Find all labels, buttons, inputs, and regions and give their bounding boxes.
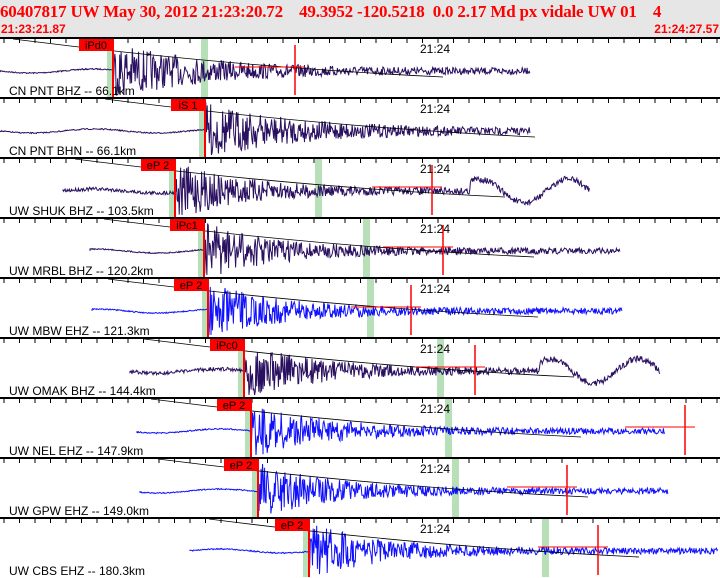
s-window	[452, 459, 459, 517]
waveform	[189, 525, 719, 575]
pick-flag[interactable]	[79, 39, 113, 51]
coda-decay-curve	[104, 98, 536, 138]
p-window	[238, 339, 245, 397]
station-label: UW CBS EHZ -- 180.3km	[9, 564, 145, 578]
minute-label: 21:24	[420, 282, 450, 296]
p-window	[107, 39, 114, 97]
pick-label: eP 2	[223, 400, 245, 412]
waveform	[91, 286, 623, 336]
waveform	[0, 48, 531, 96]
start-time: 21:23:21.87	[1, 22, 66, 36]
minute-label: 21:24	[420, 522, 450, 536]
coda-decay-curve	[208, 518, 640, 558]
trace-row[interactable]: eP 2 21:24 UW GPW EHZ -- 149.0km	[0, 457, 720, 518]
p-window	[202, 279, 209, 337]
waveform	[62, 166, 590, 216]
s-window	[363, 219, 370, 277]
pick-flag[interactable]	[224, 459, 258, 471]
coda-decay-curve	[143, 338, 575, 378]
waveform	[136, 408, 666, 456]
trace-row[interactable]: iPc1 21:24 UW MRBL BHZ -- 120.2km	[0, 217, 720, 278]
s-window	[542, 519, 549, 577]
p-window	[303, 519, 310, 577]
pick-flag[interactable]	[170, 219, 204, 231]
minute-label: 21:24	[420, 402, 450, 416]
coda-decay-curve	[12, 38, 444, 78]
event-title: 60407817 UW May 30, 2012 21:23:20.72 49.…	[0, 2, 662, 21]
p-window	[169, 159, 176, 217]
trace-row[interactable]: eP 2 21:24 UW CBS EHZ -- 180.3km	[0, 517, 720, 578]
coda-decay-curve	[107, 278, 539, 318]
minute-label: 21:24	[420, 162, 450, 176]
trace-row[interactable]: eP 2 21:24 UW SHUK BHZ -- 103.5km	[0, 157, 720, 218]
pick-label: iS 1	[179, 100, 198, 112]
station-label: CN PNT BHZ -- 66.1km	[9, 84, 135, 98]
seismogram-panel[interactable]: iPd0 21:24 CN PNT BHZ -- 66.1km iS 1 21:24 CN…	[0, 37, 720, 578]
pick-flag[interactable]	[275, 519, 309, 531]
minute-label: 21:24	[420, 102, 450, 116]
pick-label: iPd0	[85, 40, 107, 52]
p-window	[245, 399, 252, 457]
waveform	[129, 351, 661, 396]
station-label: UW NEL EHZ -- 147.9km	[9, 444, 143, 458]
coda-decay-curve	[157, 458, 589, 498]
pick-flag[interactable]	[171, 99, 205, 111]
coda-decay-curve	[74, 158, 506, 198]
s-window	[367, 279, 374, 337]
station-label: UW MRBL BHZ -- 120.2km	[9, 264, 153, 278]
minute-label: 21:24	[420, 462, 450, 476]
p-window	[198, 219, 205, 277]
pick-flag[interactable]	[141, 159, 175, 171]
pick-label: eP 2	[180, 280, 202, 292]
pick-flag[interactable]	[210, 339, 244, 351]
trace-row[interactable]: eP 2 21:24 UW MBW EHZ -- 121.3km	[0, 277, 720, 338]
pick-label: eP 2	[281, 520, 303, 532]
pick-flag[interactable]	[217, 399, 251, 411]
pick-flag[interactable]	[174, 279, 208, 291]
end-time: 21:24:27.57	[654, 22, 719, 36]
waveform	[139, 463, 669, 514]
trace-row[interactable]: iPc0 21:24 UW OMAK BHZ -- 144.4km	[0, 337, 720, 398]
s-window	[445, 399, 452, 457]
p-window	[199, 99, 206, 157]
minute-label: 21:24	[420, 42, 450, 56]
p-window	[252, 459, 259, 517]
station-label: UW SHUK BHZ -- 103.5km	[9, 204, 154, 218]
station-label: CN PNT BHN -- 66.1km	[9, 144, 136, 158]
station-label: UW OMAK BHZ -- 144.4km	[9, 384, 156, 398]
coda-decay-curve	[150, 398, 582, 438]
s-window	[437, 339, 444, 397]
s-window	[201, 39, 208, 97]
trace-row[interactable]: iS 1 21:24 CN PNT BHN -- 66.1km	[0, 97, 720, 158]
pick-label: iPc1	[176, 220, 197, 232]
trace-row[interactable]: eP 2 21:24 UW NEL EHZ -- 147.9km	[0, 397, 720, 458]
minute-label: 21:24	[420, 342, 450, 356]
trace-row[interactable]: iPd0 21:24 CN PNT BHZ -- 66.1km	[0, 37, 720, 98]
minute-label: 21:24	[420, 222, 450, 236]
pick-label: eP 2	[147, 160, 169, 172]
station-label: UW MBW EHZ -- 121.3km	[9, 324, 150, 338]
waveform	[89, 223, 621, 276]
header-bar: 60407817 UW May 30, 2012 21:23:20.72 49.…	[0, 0, 720, 37]
pick-label: iPc0	[216, 340, 237, 352]
station-label: UW GPW EHZ -- 149.0km	[9, 504, 149, 518]
pick-label: eP 2	[230, 460, 252, 472]
coda-decay-curve	[103, 218, 535, 258]
